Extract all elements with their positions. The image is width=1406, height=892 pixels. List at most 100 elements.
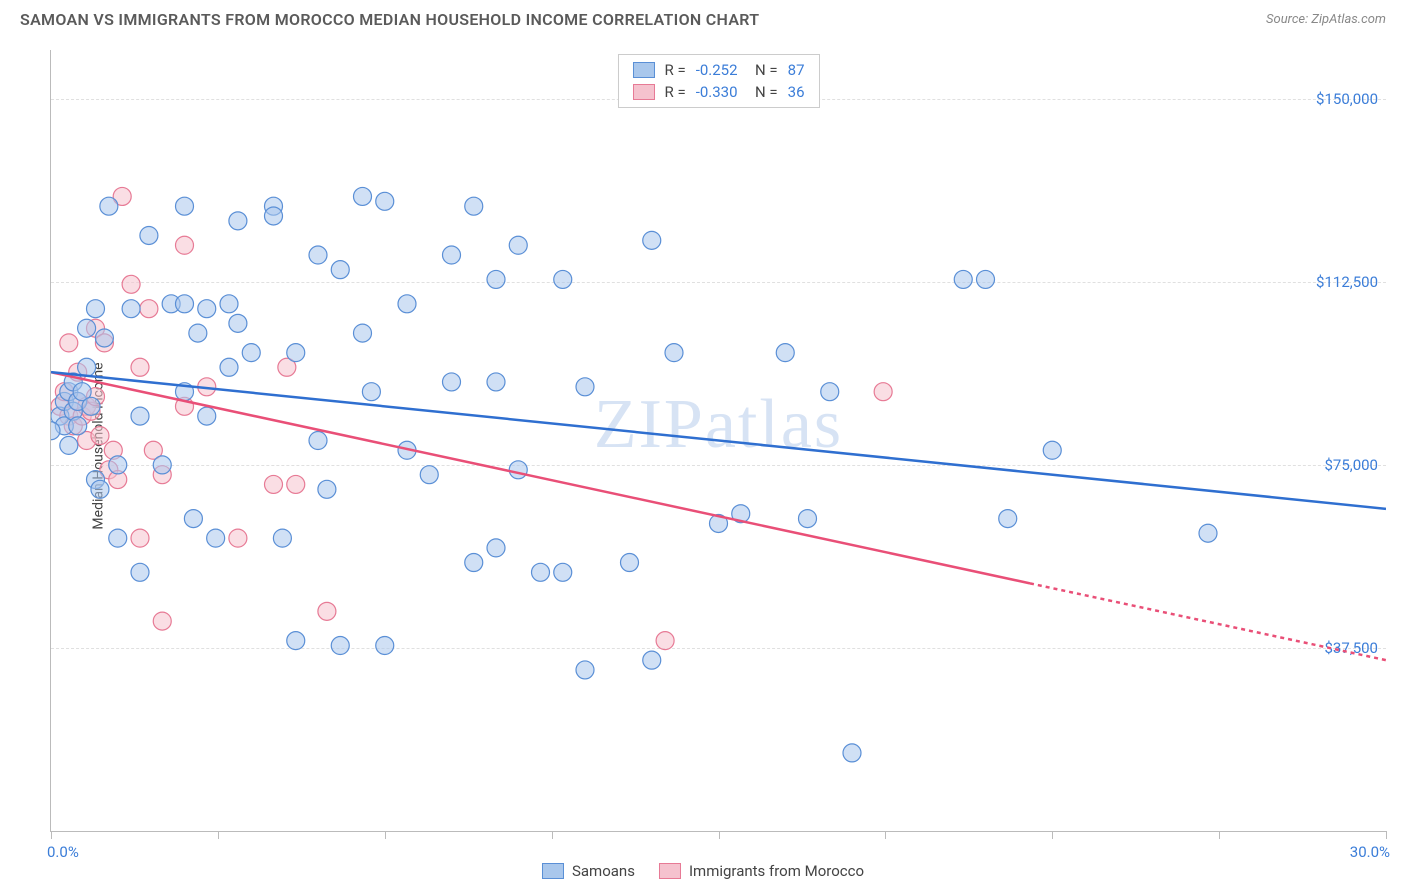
data-point — [198, 300, 216, 318]
chart-source: Source: ZipAtlas.com — [1266, 12, 1386, 27]
data-point — [576, 378, 594, 396]
data-point — [362, 383, 380, 401]
x-tick — [51, 831, 52, 839]
legend-label-morocco: Immigrants from Morocco — [689, 862, 864, 880]
data-point — [821, 383, 839, 401]
data-point — [131, 529, 149, 547]
data-point — [443, 246, 461, 264]
r-value-samoans: -0.252 — [696, 61, 738, 79]
swatch-morocco — [632, 84, 654, 100]
data-point — [621, 554, 639, 572]
trend-line — [1030, 583, 1386, 660]
data-point — [140, 226, 158, 244]
data-point — [331, 261, 349, 279]
data-point — [82, 397, 100, 415]
data-point — [487, 270, 505, 288]
data-point — [776, 344, 794, 362]
x-tick — [552, 831, 553, 839]
data-point — [509, 236, 527, 254]
series-legend: Samoans Immigrants from Morocco — [542, 862, 864, 880]
data-point — [487, 373, 505, 391]
data-point — [265, 475, 283, 493]
n-label: N = — [748, 83, 778, 101]
legend-row-morocco: R = -0.330 N = 36 — [632, 81, 804, 103]
data-point — [643, 231, 661, 249]
data-point — [91, 427, 109, 445]
legend-label-samoans: Samoans — [572, 862, 635, 880]
data-point — [643, 651, 661, 669]
data-point — [656, 632, 674, 650]
n-value-samoans: 87 — [788, 61, 805, 79]
data-point — [443, 373, 461, 391]
data-point — [153, 456, 171, 474]
data-point — [309, 432, 327, 450]
data-point — [318, 602, 336, 620]
r-label: R = — [664, 61, 685, 79]
data-point — [509, 461, 527, 479]
x-tick — [1219, 831, 1220, 839]
data-point — [265, 207, 283, 225]
x-axis-min-label: 0.0% — [47, 843, 79, 861]
data-point — [229, 314, 247, 332]
data-point — [398, 295, 416, 313]
data-point — [309, 246, 327, 264]
x-tick — [1052, 831, 1053, 839]
data-point — [977, 270, 995, 288]
data-point — [229, 529, 247, 547]
data-point — [576, 661, 594, 679]
data-point — [487, 539, 505, 557]
data-point — [999, 510, 1017, 528]
trend-line — [51, 372, 1030, 583]
data-point — [420, 466, 438, 484]
data-point — [131, 563, 149, 581]
data-point — [109, 456, 127, 474]
data-point — [140, 300, 158, 318]
swatch-samoans — [632, 62, 654, 78]
r-value-morocco: -0.330 — [696, 83, 738, 101]
data-point — [465, 197, 483, 215]
x-tick — [885, 831, 886, 839]
data-point — [176, 236, 194, 254]
r-label: R = — [664, 83, 685, 101]
data-point — [229, 212, 247, 230]
chart-title: SAMOAN VS IMMIGRANTS FROM MOROCCO MEDIAN… — [20, 10, 759, 29]
data-point — [100, 197, 118, 215]
data-point — [122, 275, 140, 293]
data-point — [799, 510, 817, 528]
x-tick — [385, 831, 386, 839]
data-point — [176, 295, 194, 313]
data-point — [376, 192, 394, 210]
data-point — [354, 187, 372, 205]
data-point — [87, 300, 105, 318]
correlation-legend: R = -0.252 N = 87 R = -0.330 N = 36 — [617, 54, 819, 108]
scatter-svg — [51, 50, 1386, 831]
data-point — [354, 324, 372, 342]
data-point — [91, 480, 109, 498]
data-point — [287, 632, 305, 650]
data-point — [189, 324, 207, 342]
data-point — [1043, 441, 1061, 459]
data-point — [122, 300, 140, 318]
data-point — [318, 480, 336, 498]
data-point — [78, 358, 96, 376]
data-point — [331, 637, 349, 655]
data-point — [220, 358, 238, 376]
data-point — [954, 270, 972, 288]
x-axis-max-label: 30.0% — [1350, 843, 1390, 861]
data-point — [220, 295, 238, 313]
trend-line — [51, 372, 1386, 509]
x-tick — [719, 831, 720, 839]
plot-area: ZIPatlas $37,500$75,000$112,500$150,000 … — [50, 50, 1386, 832]
data-point — [131, 358, 149, 376]
data-point — [554, 563, 572, 581]
data-point — [184, 510, 202, 528]
data-point — [554, 270, 572, 288]
x-tick — [218, 831, 219, 839]
x-tick — [1386, 831, 1387, 839]
legend-item-samoans: Samoans — [542, 862, 635, 880]
data-point — [874, 383, 892, 401]
data-point — [69, 417, 87, 435]
swatch-morocco — [659, 863, 681, 879]
data-point — [131, 407, 149, 425]
n-label: N = — [748, 61, 778, 79]
